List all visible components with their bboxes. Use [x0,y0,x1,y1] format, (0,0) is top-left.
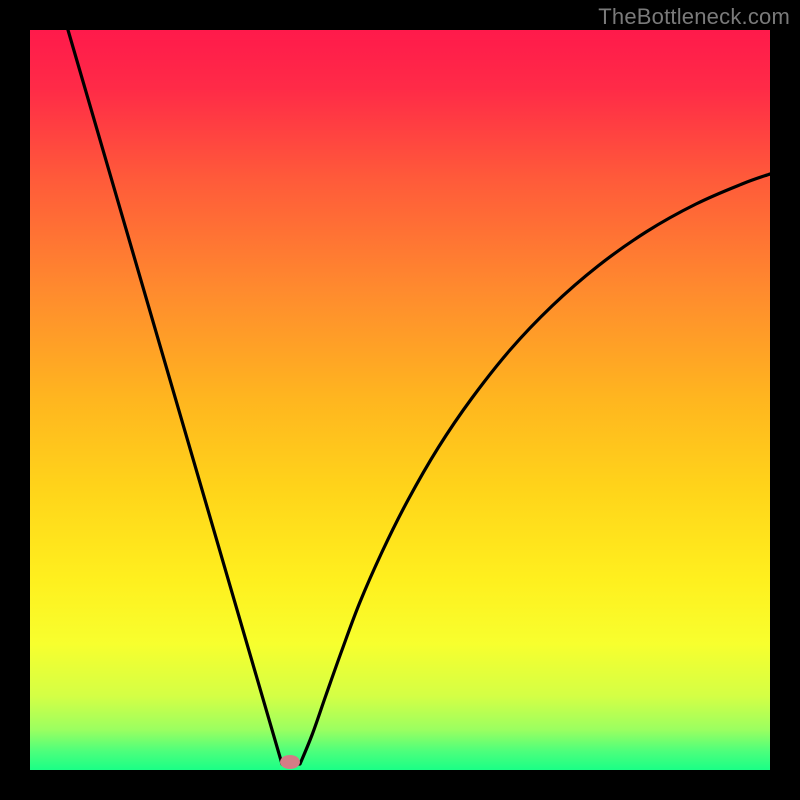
chart-container: TheBottleneck.com [0,0,800,800]
watermark-label: TheBottleneck.com [598,4,790,30]
minimum-marker [280,755,300,769]
bottleneck-chart [0,0,800,800]
plot-background [30,30,770,770]
